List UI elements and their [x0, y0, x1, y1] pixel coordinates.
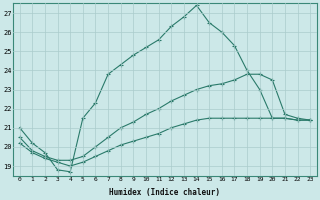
X-axis label: Humidex (Indice chaleur): Humidex (Indice chaleur) — [109, 188, 220, 197]
